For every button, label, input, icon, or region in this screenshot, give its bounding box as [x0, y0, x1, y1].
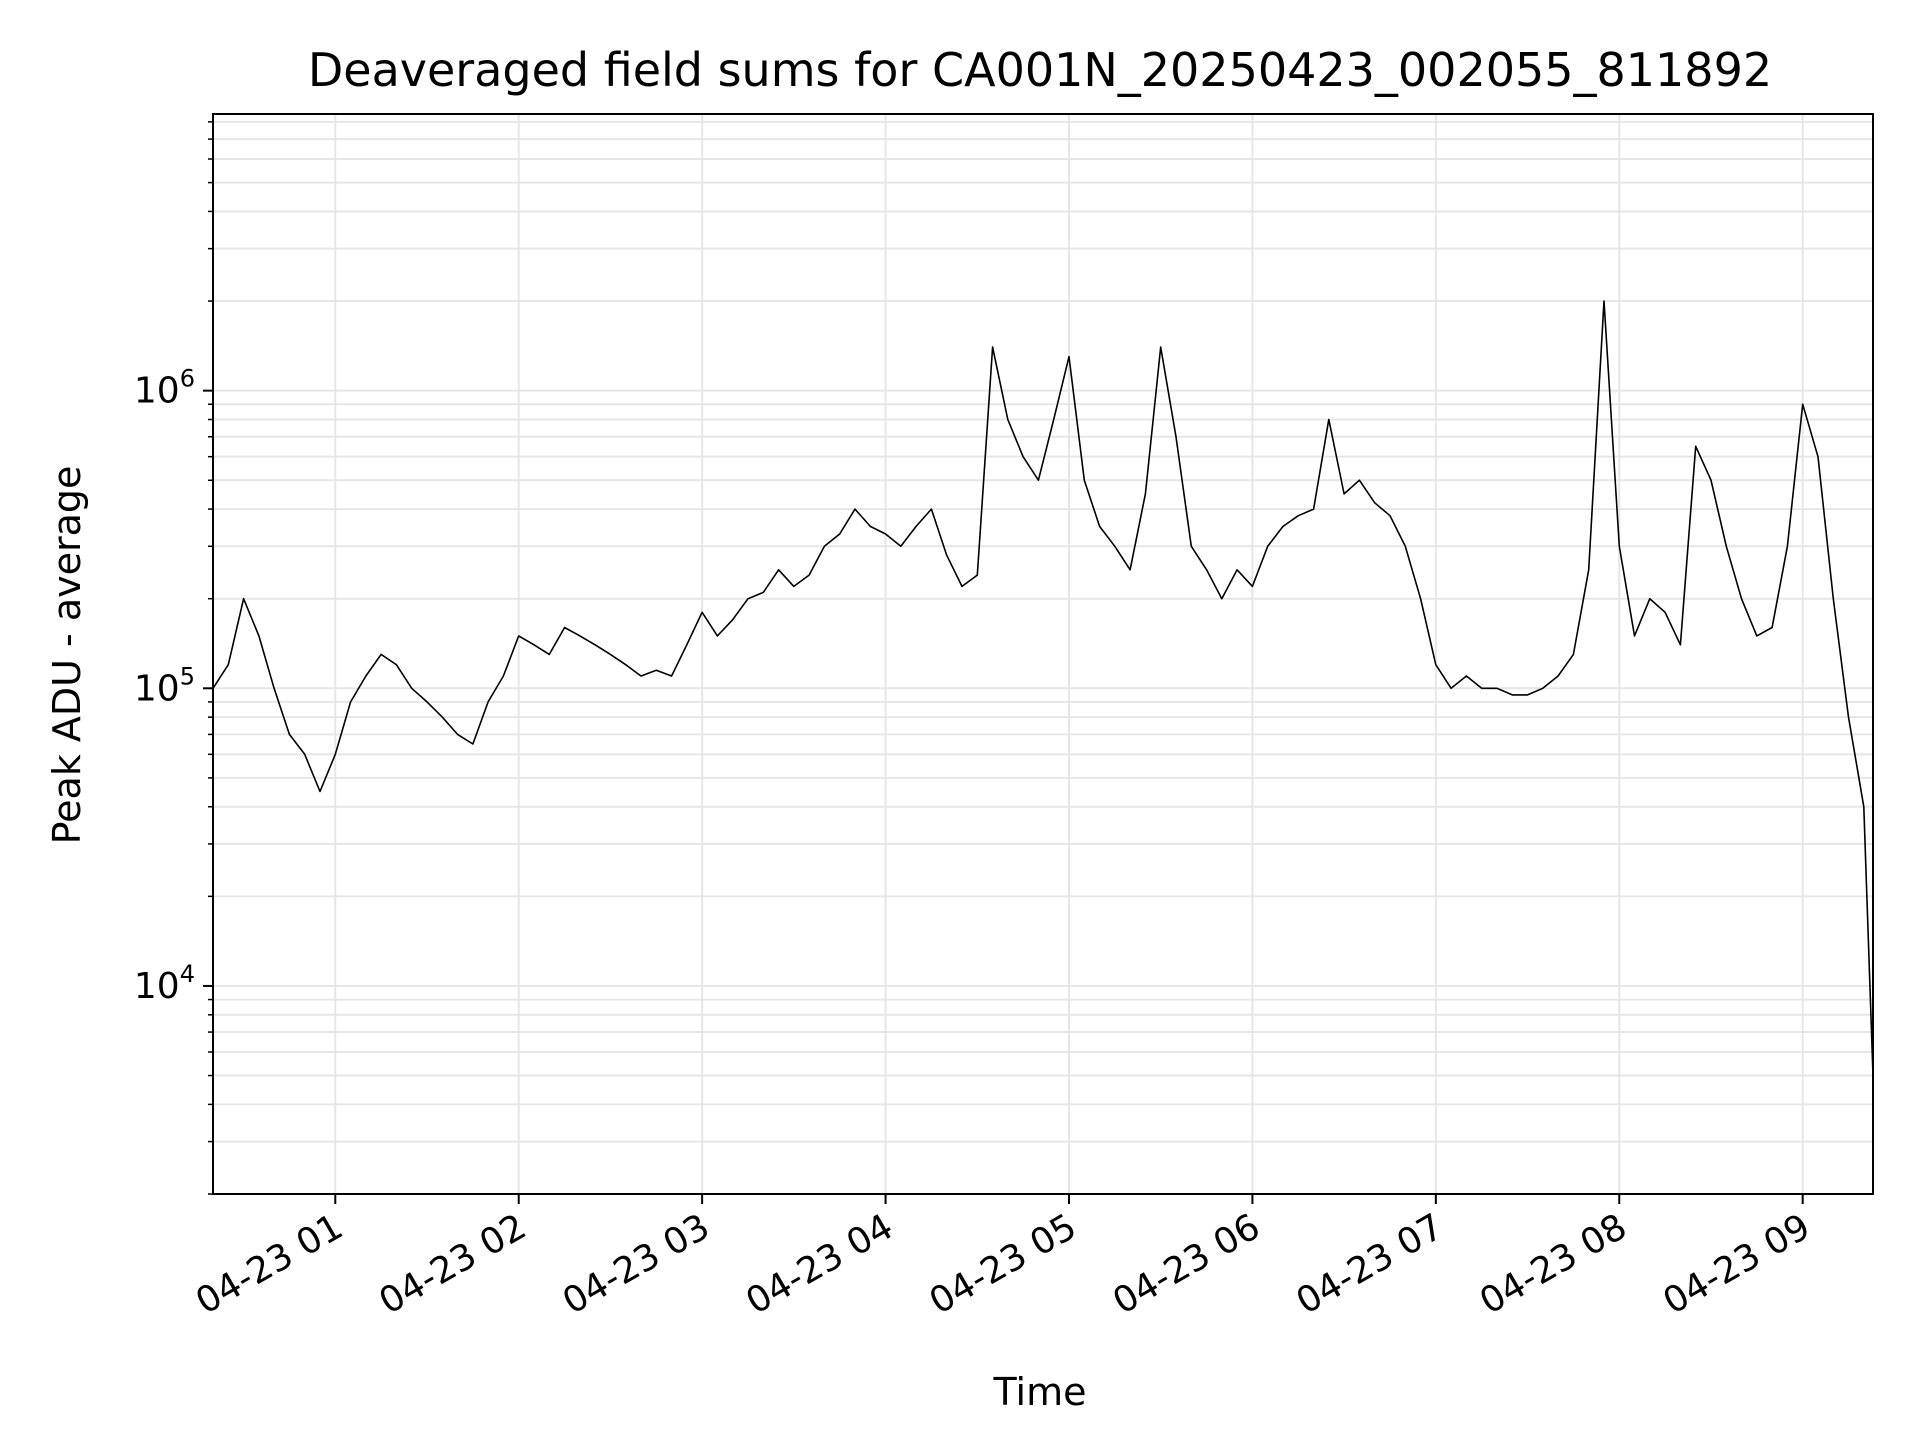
y-tick-base: 10: [134, 371, 180, 412]
chart-title: Deaveraged field sums for CA001N_2025042…: [308, 43, 1772, 97]
y-tick-label: 106: [134, 365, 195, 412]
y-tick-label: 104: [134, 960, 195, 1007]
y-tick-label: 105: [134, 662, 195, 709]
y-tick-exponent: 6: [180, 365, 195, 393]
series-layer: [212, 300, 1874, 1076]
y-tick-exponent: 4: [180, 960, 195, 988]
y-tick-exponent: 5: [180, 662, 195, 690]
series-line: [212, 300, 1874, 1076]
y-tick-base: 10: [134, 966, 180, 1007]
y-axis-label: Peak ADU - average: [45, 466, 89, 845]
plot-frame: [212, 113, 1874, 1195]
y-tick-base: 10: [134, 668, 180, 709]
tick-marks: [203, 121, 1804, 1204]
x-axis-label: Time: [993, 1370, 1087, 1414]
grid: [213, 114, 1873, 1195]
